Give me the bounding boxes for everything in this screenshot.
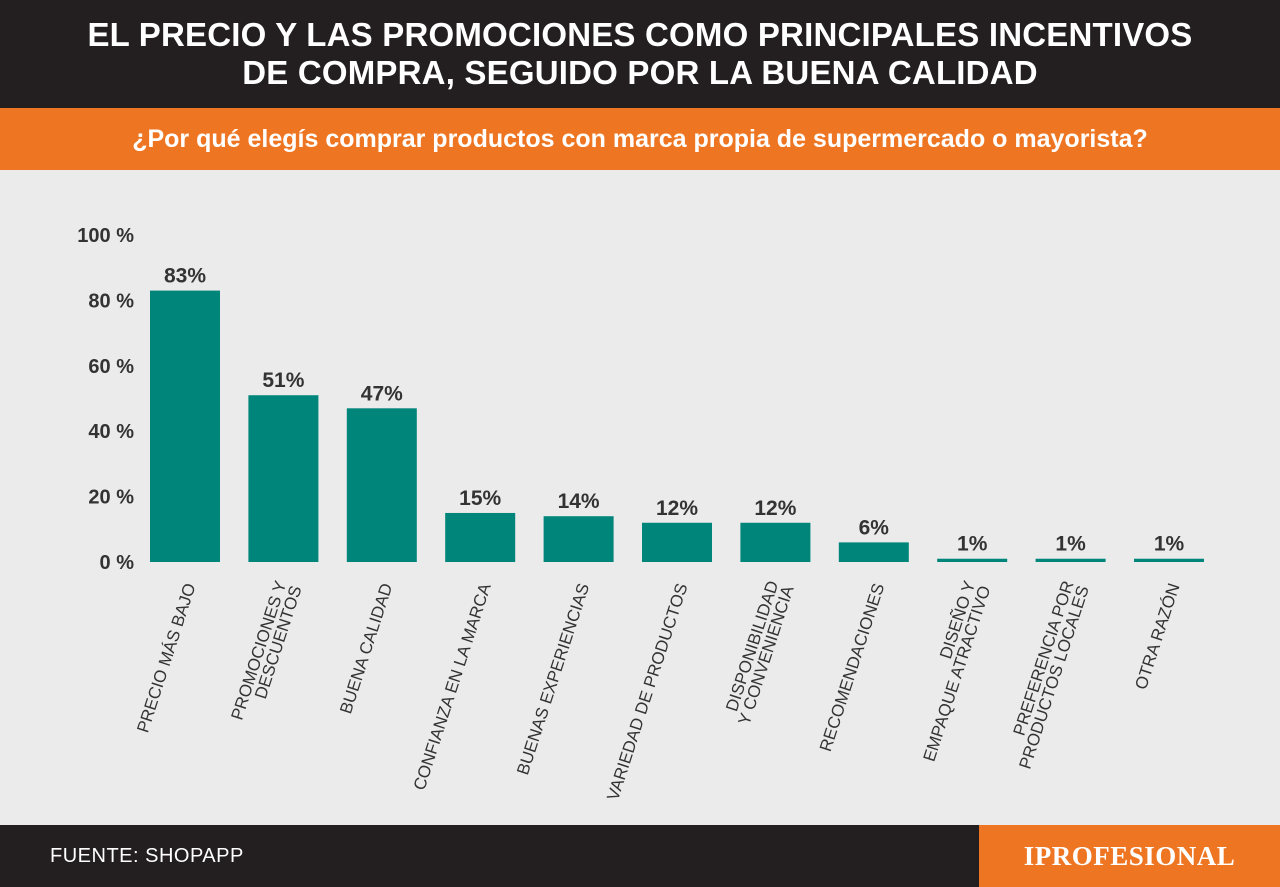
chart-header: EL PRECIO Y LAS PROMOCIONES COMO PRINCIP… (0, 0, 1280, 108)
bar (1134, 558, 1204, 562)
category-label-line: BUENA CALIDAD (336, 581, 396, 716)
footer: FUENTE: SHOPAPP IPROFESIONAL (0, 825, 1280, 887)
category-label: BUENA CALIDAD (336, 581, 396, 716)
bar-chart: 0 % 20 % 40 % 60 % 80 % 100 % 83% 51% 47% 15% 14%… (77, 225, 1204, 803)
bar-value-label: 15% (459, 487, 501, 510)
category-label-line: CONFIANZA EN LA MARCA (410, 580, 495, 792)
bar-value-label: 6% (859, 516, 890, 539)
chart-title-line-1: EL PRECIO Y LAS PROMOCIONES COMO PRINCIP… (87, 16, 1193, 53)
survey-question: ¿Por qué elegís comprar productos con ma… (0, 108, 1280, 170)
bar-value-label: 47% (361, 382, 403, 405)
bar (740, 522, 811, 562)
category-label: BUENAS EXPERIENCIAS (513, 581, 593, 777)
y-tick-label: 40 % (88, 421, 134, 443)
source-note: FUENTE: SHOPAPP (50, 845, 244, 867)
bar-value-label: 51% (262, 369, 304, 392)
bar-value-label: 12% (656, 497, 698, 520)
y-tick-label: 60 % (88, 356, 134, 378)
y-tick-label: 20 % (88, 487, 134, 509)
value-labels: 83% 51% 47% 15% 14% 12% 12% 6% 1% 1% 1% (164, 265, 1185, 556)
bar (445, 512, 516, 562)
bar (1035, 558, 1106, 562)
bar-value-label: 1% (957, 533, 988, 556)
bar (346, 408, 417, 562)
bars (150, 290, 1204, 562)
y-axis: 0 % 20 % 40 % 60 % 80 % 100 % (77, 225, 134, 574)
bar (150, 290, 220, 562)
category-label-line: VARIEDAD DE PRODUCTOS (603, 581, 691, 803)
bar (642, 522, 712, 562)
category-label: VARIEDAD DE PRODUCTOS (603, 581, 691, 803)
category-label-line: RECOMENDACIONES (816, 581, 888, 754)
chart-title-line-2: DE COMPRA, SEGUIDO POR LA BUENA CALIDAD (242, 54, 1038, 91)
bar-value-label: 12% (754, 497, 796, 520)
y-tick-label: 100 % (77, 225, 134, 247)
bar (937, 558, 1008, 562)
bar (248, 395, 319, 562)
category-label-line: PRECIO MÁS BAJO (133, 581, 199, 735)
category-label-line: OTRA RAZÓN (1131, 581, 1183, 692)
bar-value-label: 1% (1154, 533, 1185, 556)
category-label: CONFIANZA EN LA MARCA (410, 580, 495, 792)
bar-value-label: 83% (164, 265, 206, 288)
y-tick-label: 0 % (100, 552, 135, 574)
bar (543, 516, 614, 562)
category-label: OTRA RAZÓN (1131, 581, 1183, 692)
y-tick-label: 80 % (88, 290, 134, 312)
category-label-line: BUENAS EXPERIENCIAS (513, 581, 593, 777)
category-label: RECOMENDACIONES (816, 581, 888, 754)
category-label: PRECIO MÁS BAJO (133, 581, 199, 735)
bar-value-label: 14% (558, 490, 600, 513)
bar-value-label: 1% (1055, 533, 1086, 556)
brand-logo: IPROFESIONAL (979, 825, 1280, 887)
bar (838, 542, 909, 562)
